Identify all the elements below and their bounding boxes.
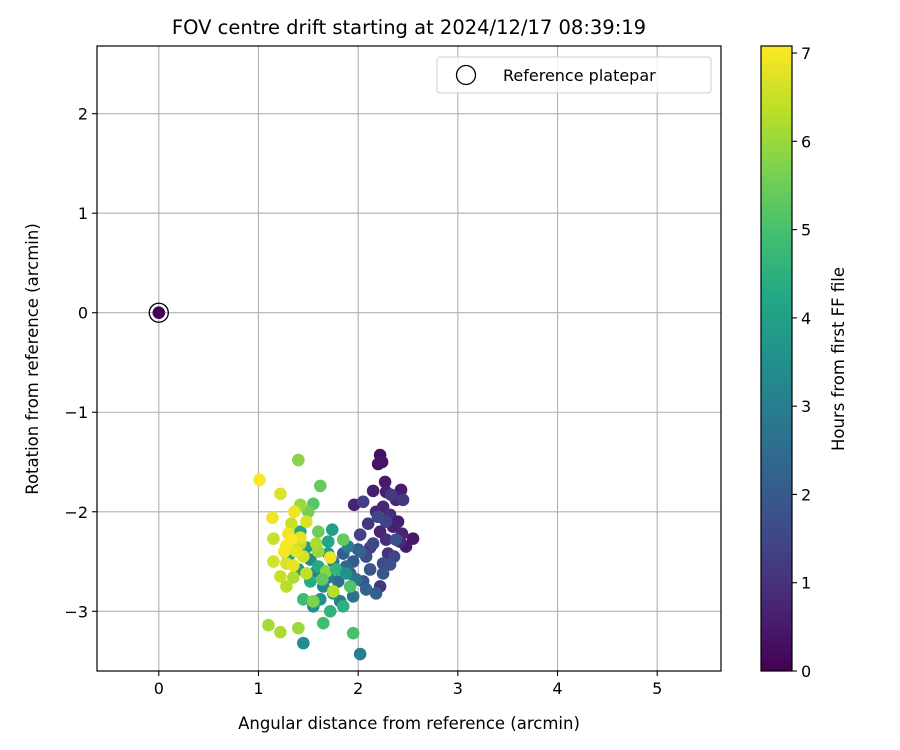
data-point	[375, 455, 389, 469]
data-point	[316, 616, 330, 630]
data-point	[300, 567, 313, 580]
data-point	[379, 533, 393, 546]
colorbar	[760, 45, 793, 672]
plot-area-frame	[96, 45, 722, 672]
data-point	[262, 618, 275, 632]
colorbar-tick-label: 3	[801, 397, 811, 416]
colorbar-tick-label: 6	[801, 132, 811, 151]
legend: Reference platepar	[436, 56, 712, 94]
data-point	[311, 525, 325, 538]
colorbar-tick-label: 2	[801, 485, 811, 504]
data-point	[353, 647, 367, 661]
data-point	[394, 483, 408, 497]
data-point	[325, 523, 339, 536]
data-point	[288, 505, 301, 519]
x-tick-label: 3	[453, 679, 463, 698]
data-point	[321, 535, 335, 548]
data-point	[274, 570, 287, 583]
first-data-point	[152, 306, 166, 320]
data-point	[356, 495, 370, 509]
reference-platepar-marker	[148, 302, 169, 323]
x-axis-label: Angular distance from reference (arcmin)	[238, 714, 580, 733]
colorbar-label: Hours from first FF file	[829, 267, 848, 451]
data-point	[369, 587, 383, 600]
data-point	[278, 545, 291, 558]
colorbar-ticks: 0 1 2 3 4 5 6 7	[792, 44, 811, 681]
data-point	[297, 593, 310, 606]
data-point	[331, 575, 345, 588]
data-point	[339, 567, 353, 580]
data-point	[323, 604, 337, 618]
data-point	[371, 510, 385, 524]
data-point	[285, 533, 298, 546]
colorbar-tick-label: 1	[801, 574, 811, 593]
data-point	[309, 537, 323, 550]
data-point	[326, 585, 340, 598]
y-tick-label: −2	[64, 503, 88, 522]
data-point	[274, 625, 287, 639]
x-tick-label: 0	[154, 679, 164, 698]
data-point	[353, 528, 367, 541]
data-point	[336, 533, 350, 546]
legend-box	[436, 56, 712, 94]
data-point	[285, 517, 298, 531]
data-point	[313, 479, 327, 493]
legend-marker-reference	[455, 64, 477, 86]
data-point	[363, 563, 377, 576]
data-point	[267, 532, 280, 545]
colorbar-tick-label: 4	[801, 309, 811, 328]
y-axis-label: Rotation from reference (arcmin)	[23, 223, 42, 495]
data-point	[359, 583, 373, 596]
data-point	[300, 515, 313, 529]
legend-entry-reference: Reference platepar	[503, 66, 656, 85]
data-point	[274, 487, 287, 501]
data-point	[378, 475, 392, 489]
data-point	[287, 559, 300, 572]
chart-title: FOV centre drift starting at 2024/12/17 …	[172, 16, 646, 39]
data-point	[266, 511, 279, 525]
data-point	[290, 545, 303, 558]
colorbar-tick-label: 7	[801, 44, 811, 63]
grid	[97, 46, 721, 671]
y-tick-label: 1	[78, 204, 88, 223]
data-point	[292, 453, 305, 467]
data-point	[366, 537, 380, 550]
colorbar-tick-label: 5	[801, 221, 811, 240]
data-points	[253, 448, 420, 661]
y-tick-label: −3	[64, 602, 88, 621]
data-point	[315, 573, 329, 586]
data-point	[384, 488, 398, 502]
data-point	[383, 558, 397, 571]
data-point	[267, 555, 280, 568]
x-tick-label: 4	[552, 679, 562, 698]
reference-point-group	[148, 302, 169, 323]
data-point	[280, 580, 293, 593]
data-point	[343, 580, 357, 593]
data-point	[361, 517, 375, 531]
y-tick-label: −1	[64, 403, 88, 422]
x-tick-label: 2	[353, 679, 363, 698]
data-point	[307, 595, 320, 608]
data-point	[292, 621, 305, 635]
data-point	[389, 533, 403, 546]
data-point	[346, 626, 360, 640]
data-point	[297, 636, 310, 650]
data-point	[366, 484, 380, 498]
data-point	[253, 473, 266, 487]
data-point	[346, 590, 360, 603]
y-tick-label: 0	[78, 304, 88, 323]
data-point	[323, 551, 337, 564]
x-tick-label: 5	[652, 679, 662, 698]
data-point	[287, 571, 300, 584]
data-point	[376, 567, 390, 580]
y-tick-label: 2	[78, 105, 88, 124]
axis-ticks: 0 1 2 3 4 5 −3 −2 −1 0 1 2	[64, 105, 662, 698]
x-tick-label: 1	[253, 679, 263, 698]
data-point	[336, 600, 350, 613]
data-point	[329, 563, 343, 576]
data-point	[396, 493, 410, 507]
colorbar-tick-label: 0	[801, 662, 811, 681]
data-point	[353, 545, 367, 558]
